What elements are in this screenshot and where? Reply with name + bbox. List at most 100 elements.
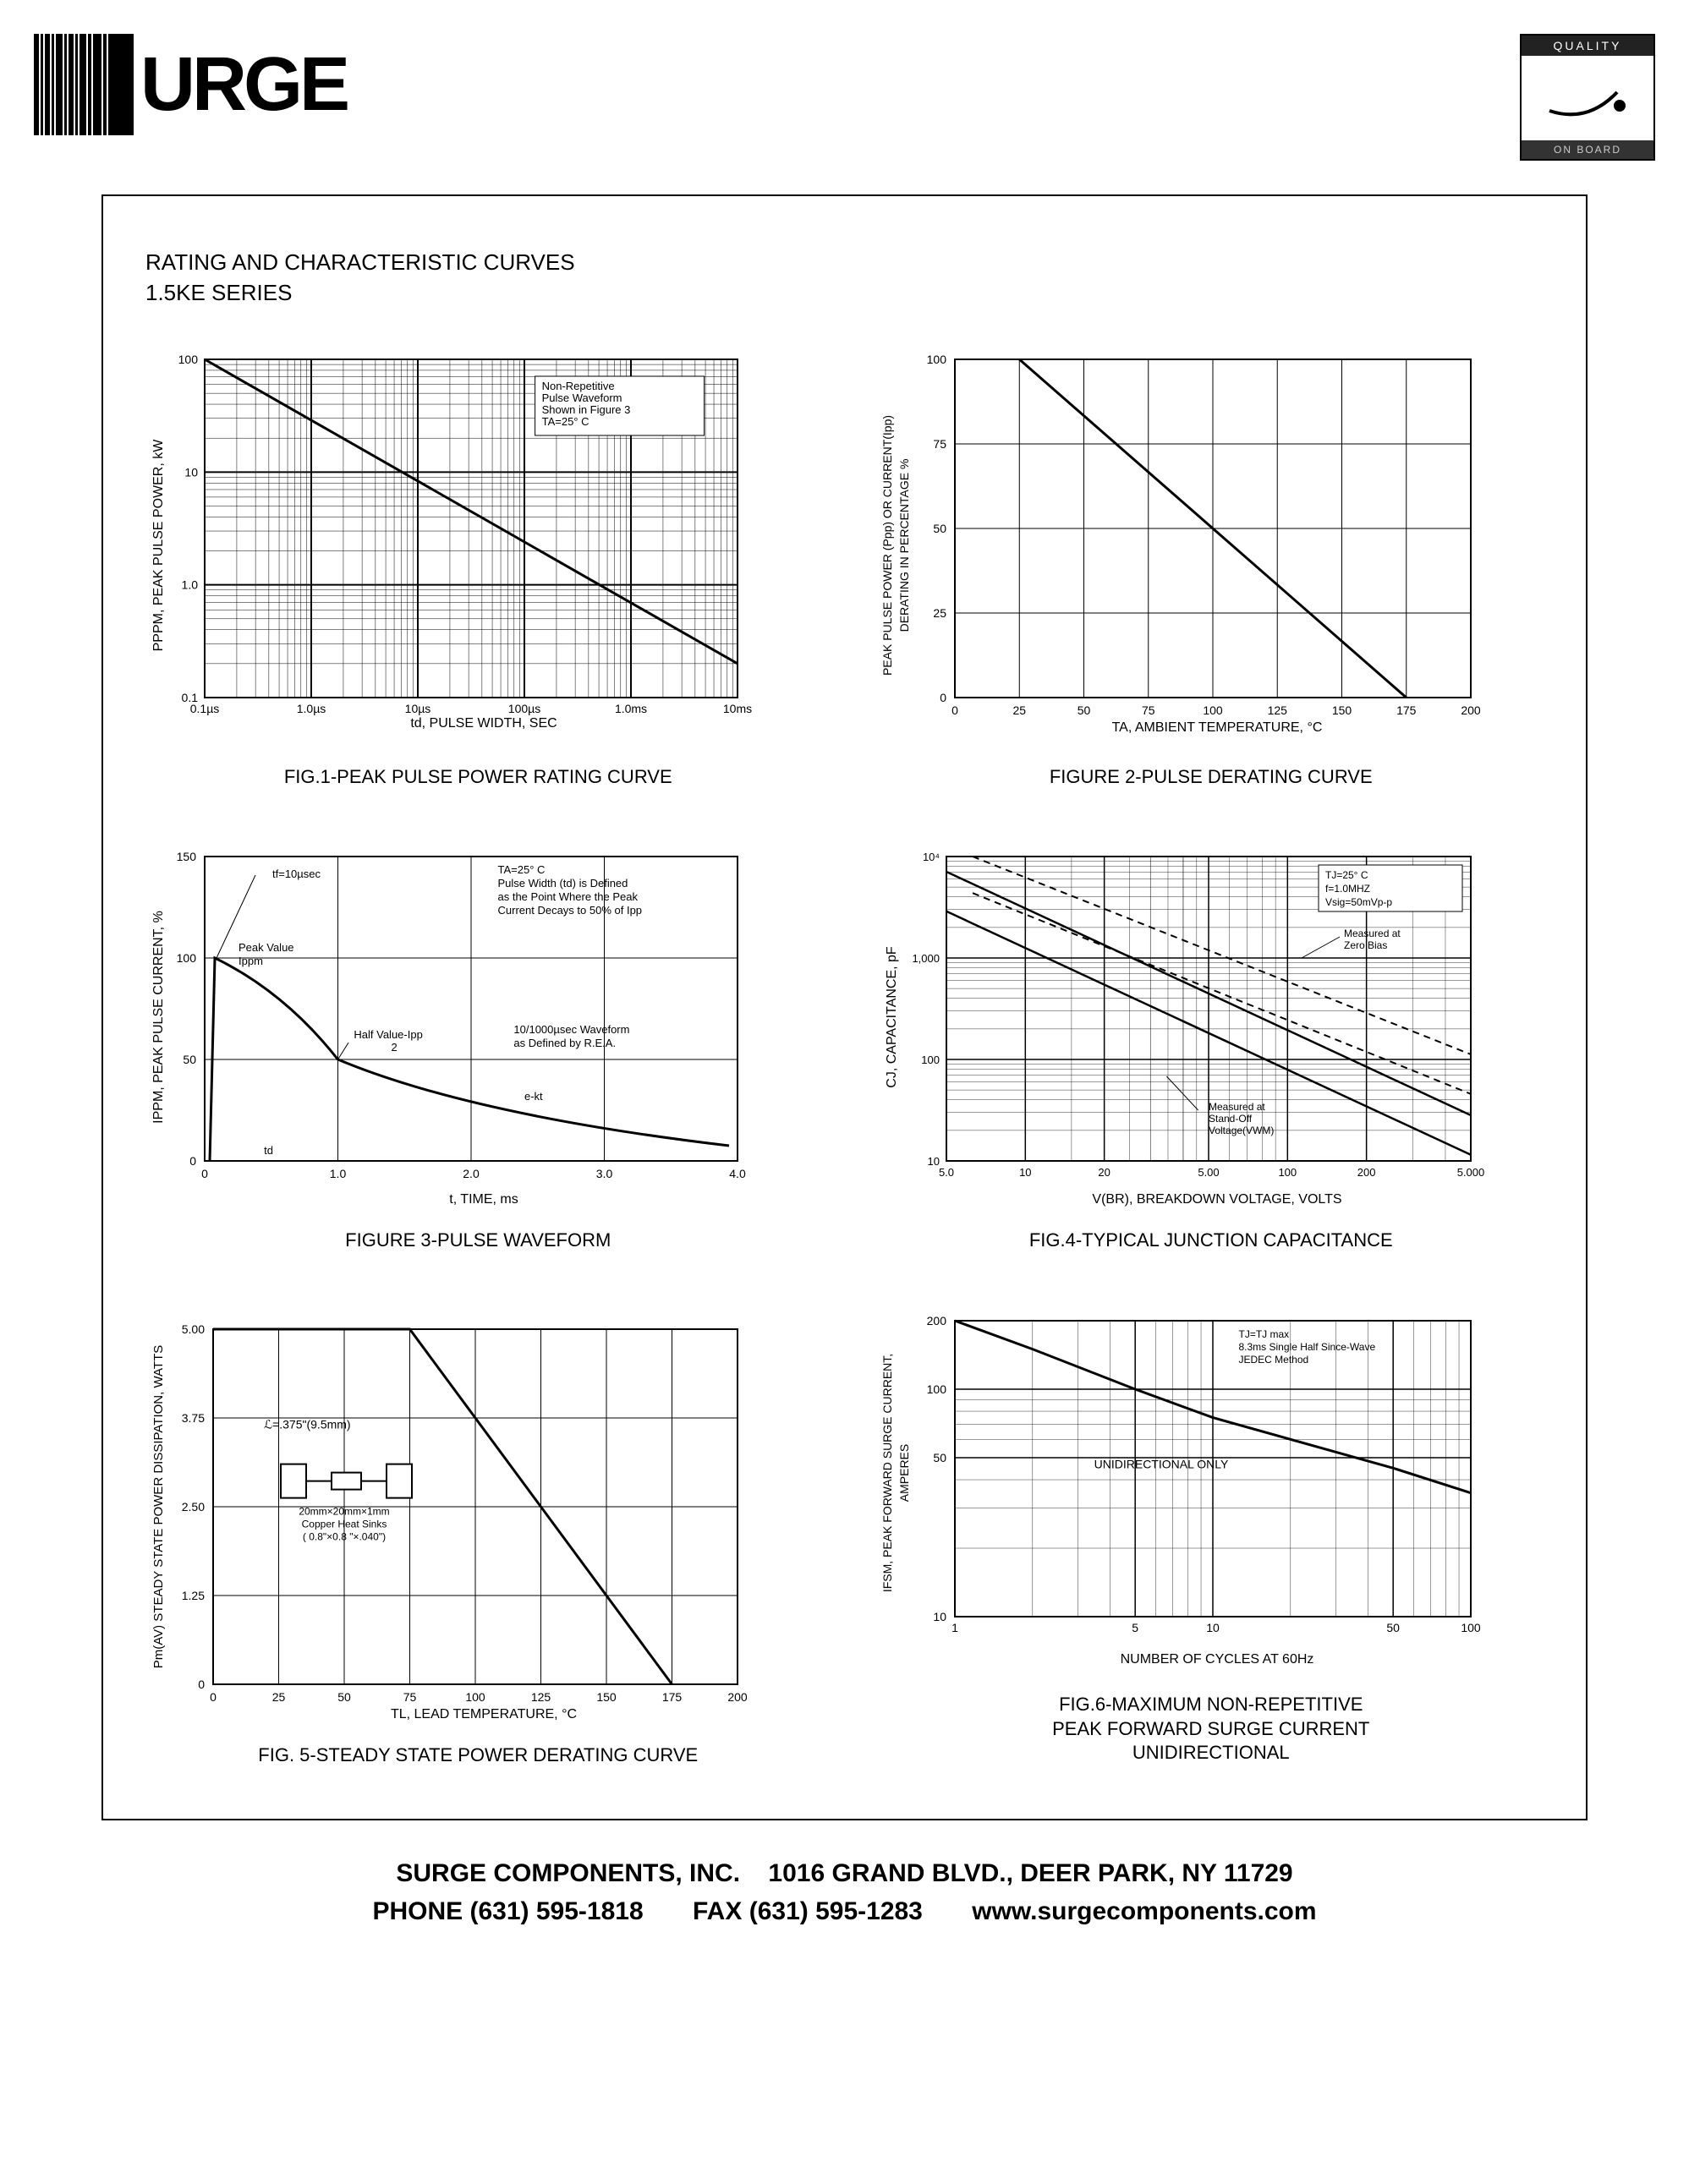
svg-text:175: 175 [1396,703,1417,717]
fig4-chart: CJ, CAPACITANCE, pF 5.010205.001002005.0… [879,840,1488,1212]
fig5-ylabel: Pm(AV) STEADY STATE POWER DISSIPATION, W… [151,1345,166,1669]
svg-text:10: 10 [184,465,198,479]
svg-text:100: 100 [921,1054,940,1066]
svg-text:25: 25 [933,606,946,620]
svg-text:10: 10 [933,1610,946,1623]
svg-text:125: 125 [531,1690,551,1704]
svg-text:Measured at: Measured at [1209,1101,1265,1113]
svg-text:Ippm: Ippm [239,955,263,967]
svg-text:100: 100 [1203,703,1223,717]
svg-text:e-kt: e-kt [524,1090,543,1103]
fig3-caption: FIGURE 3-PULSE WAVEFORM [145,1229,811,1253]
svg-text:3.0: 3.0 [596,1167,613,1180]
svg-text:1,000: 1,000 [912,952,940,965]
svg-text:0: 0 [201,1167,208,1180]
svg-text:8.3ms Single Half Since-Wave: 8.3ms Single Half Since-Wave [1238,1341,1375,1353]
svg-text:5: 5 [1132,1621,1138,1634]
svg-text:50: 50 [1386,1621,1400,1634]
page-header: URGE QUALITY ON BOARD [34,34,1655,161]
svg-text:1: 1 [951,1621,958,1634]
fig1-xlabel: td, PULSE WIDTH, SEC [410,716,557,731]
fig4-caption: FIG.4-TYPICAL JUNCTION CAPACITANCE [879,1229,1544,1253]
svg-text:20: 20 [1098,1166,1110,1179]
fig6-caption: FIG.6-MAXIMUM NON-REPETITIVE PEAK FORWAR… [879,1693,1544,1765]
fig2-ylabel-b: DERATING IN PERCENTAGE % [897,458,911,632]
svg-text:Shown in Figure 3: Shown in Figure 3 [542,403,631,416]
footer-web: www.surgecomponents.com [972,1897,1316,1925]
svg-text:2.50: 2.50 [182,1500,205,1513]
svg-text:Non-Repetitive: Non-Repetitive [542,380,615,392]
svg-text:200: 200 [727,1690,748,1704]
svg-text:TJ=25° C: TJ=25° C [1325,869,1368,881]
svg-text:Measured at: Measured at [1344,928,1401,939]
svg-text:as the Point Where the Peak: as the Point Where the Peak [498,890,639,903]
svg-text:JEDEC Method: JEDEC Method [1238,1354,1308,1366]
footer-fax: (631) 595-1283 [749,1897,923,1925]
svg-text:100: 100 [1278,1166,1297,1179]
svg-text:100: 100 [465,1690,485,1704]
svg-text:5.000: 5.000 [1456,1166,1484,1179]
svg-text:10: 10 [1206,1621,1220,1634]
svg-text:50: 50 [933,522,946,535]
svg-text:0: 0 [951,703,958,717]
svg-text:Pulse Width (td) is Defined: Pulse Width (td) is Defined [498,877,628,889]
svg-text:f=1.0MHZ: f=1.0MHZ [1325,883,1370,895]
svg-text:150: 150 [1331,703,1352,717]
svg-text:100: 100 [178,353,199,366]
svg-text:5.0: 5.0 [938,1166,953,1179]
svg-text:10⁴: 10⁴ [922,851,939,863]
svg-text:1.25: 1.25 [182,1589,205,1602]
svg-text:50: 50 [337,1690,351,1704]
footer-fax-label: FAX [693,1897,742,1925]
svg-text:( 0.8"×0.8 "×.040"): ( 0.8"×0.8 "×.040") [303,1531,386,1543]
fig1-ylabel: PPPM, PEAK PULSE POWER, kW [151,439,166,652]
badge-bottom-text: ON BOARD [1522,140,1653,159]
svg-text:25: 25 [272,1690,286,1704]
fig3-block: IPPM, PEAK PULSE CURRENT, % 01.02.03.04.… [145,840,811,1253]
footer-company: SURGE COMPONENTS, INC. [396,1859,740,1887]
fig6-ylabel-b: AMPERES [897,1444,911,1502]
page-footer: SURGE COMPONENTS, INC. 1016 GRAND BLVD.,… [34,1854,1655,1930]
svg-text:TA=25° C: TA=25° C [542,415,590,428]
svg-text:Zero Bias: Zero Bias [1344,939,1387,951]
section-title-line1: RATING AND CHARACTERISTIC CURVES [145,249,575,275]
svg-text:1.0ms: 1.0ms [615,702,647,715]
svg-text:1.0µs: 1.0µs [297,702,326,715]
fig2-block: PEAK PULSE POWER (Ppp) OR CURRENT(Ipp) D… [879,342,1544,790]
fig1-caption: FIG.1-PEAK PULSE POWER RATING CURVE [145,765,811,790]
svg-text:2.0: 2.0 [463,1167,480,1180]
svg-text:125: 125 [1267,703,1287,717]
surge-logo: URGE [34,34,347,135]
svg-text:175: 175 [662,1690,683,1704]
svg-text:10: 10 [927,1155,939,1168]
svg-text:75: 75 [933,437,946,451]
svg-text:UNIDIRECTIONAL ONLY: UNIDIRECTIONAL ONLY [1094,1457,1228,1470]
charts-grid: PPPM, PEAK PULSE POWER, kW 0.1µs1.0µs10µ… [145,342,1544,1768]
section-title: RATING AND CHARACTERISTIC CURVES 1.5KE S… [145,247,1544,309]
fig3-xlabel: t, TIME, ms [449,1192,518,1207]
svg-text:0: 0 [189,1154,196,1168]
svg-text:100µs: 100µs [508,702,540,715]
svg-text:150: 150 [596,1690,617,1704]
fig2-chart: PEAK PULSE POWER (Ppp) OR CURRENT(Ipp) D… [879,342,1488,748]
svg-text:1.0: 1.0 [182,577,199,591]
svg-text:5.00: 5.00 [1198,1166,1219,1179]
quality-badge: QUALITY ON BOARD [1520,34,1655,161]
svg-text:100: 100 [926,353,946,366]
main-content-box: RATING AND CHARACTERISTIC CURVES 1.5KE S… [101,194,1588,1820]
svg-text:0: 0 [210,1690,217,1704]
logo-text: URGE [140,41,347,129]
svg-text:TA=25° C: TA=25° C [498,863,546,876]
barcode-icon [34,34,134,135]
section-title-line2: 1.5KE SERIES [145,280,292,305]
svg-text:Stand-Off: Stand-Off [1209,1113,1253,1125]
fig3-chart: IPPM, PEAK PULSE CURRENT, % 01.02.03.04.… [145,840,754,1212]
footer-phone: (631) 595-1818 [470,1897,644,1925]
svg-text:Pulse Waveform: Pulse Waveform [542,391,622,404]
svg-text:75: 75 [403,1690,417,1704]
svg-text:50: 50 [1077,703,1090,717]
fig6-chart: IFSM, PEAK FORWARD SURGE CURRENT, AMPERE… [879,1304,1488,1676]
fig5-xlabel: TL, LEAD TEMPERATURE, °C [391,1707,577,1721]
svg-text:TJ=TJ max: TJ=TJ max [1238,1328,1289,1340]
svg-text:10: 10 [1019,1166,1031,1179]
